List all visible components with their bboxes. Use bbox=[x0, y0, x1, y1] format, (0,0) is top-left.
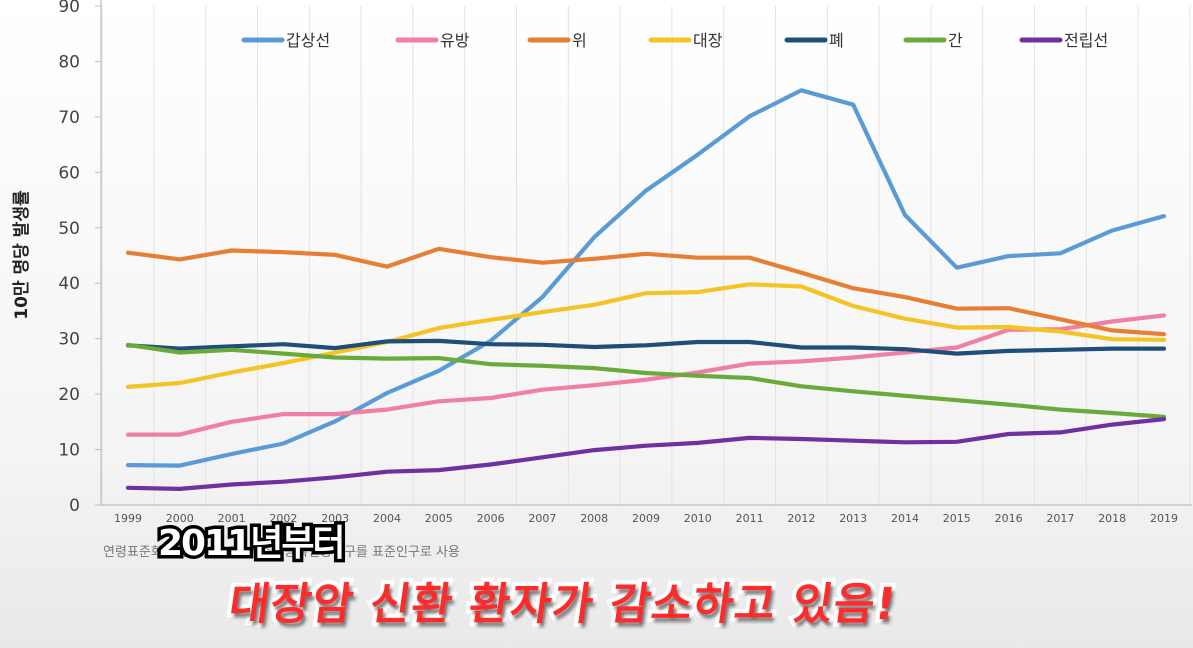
y-tick-label: 20 bbox=[58, 385, 80, 405]
chart-footnote: 연령표준화 발생률, 2000년 주민등록연앙인구를 표준인구로 사용 bbox=[103, 545, 460, 560]
x-tick-label: 2012 bbox=[787, 512, 815, 525]
y-axis-label: 10만 명당 발생률 bbox=[12, 190, 32, 320]
x-tick-labels: 1999 2000 2001 2002 2003 2004 2005 2006 2007 2008… bbox=[114, 512, 1178, 525]
chart-axes bbox=[100, 0, 1192, 506]
x-tick-label: 2015 bbox=[943, 512, 971, 525]
y-tick-label: 90 bbox=[58, 0, 80, 17]
x-tick-label: 2002 bbox=[269, 512, 297, 525]
y-tick-label: 10 bbox=[58, 441, 80, 461]
series-lines bbox=[125, 88, 1167, 491]
series-line-위 bbox=[125, 246, 1167, 337]
series-line-유방 bbox=[125, 313, 1167, 437]
y-tick-labels: 0 10 20 30 40 50 60 70 80 90 bbox=[58, 0, 101, 516]
x-tick-label: 2007 bbox=[528, 512, 556, 525]
series-line-갑상선 bbox=[125, 88, 1167, 468]
x-tick-label: 2011 bbox=[736, 512, 764, 525]
x-tick-label: 1999 bbox=[114, 512, 142, 525]
y-tick-label: 0 bbox=[69, 496, 80, 516]
series-line-대장 bbox=[125, 282, 1167, 389]
x-tick-label: 2008 bbox=[580, 512, 608, 525]
x-tick-label: 2019 bbox=[1150, 512, 1178, 525]
x-tick-label: 2003 bbox=[321, 512, 349, 525]
y-tick-label: 80 bbox=[58, 52, 80, 72]
series-line-전립선 bbox=[125, 417, 1167, 491]
legend-label: 위 bbox=[572, 31, 587, 50]
caption-line-1: 2011년부터 bbox=[155, 520, 350, 568]
x-tick-label: 2016 bbox=[995, 512, 1023, 525]
legend-label: 폐 bbox=[829, 31, 844, 50]
x-tick-label: 2017 bbox=[1046, 512, 1074, 525]
x-tick-label: 2004 bbox=[373, 512, 401, 525]
series-line-간 bbox=[125, 342, 1167, 419]
series-line-폐 bbox=[125, 338, 1167, 356]
x-tick-label: 2005 bbox=[425, 512, 453, 525]
x-tick-label: 2009 bbox=[632, 512, 660, 525]
legend-label: 유방 bbox=[440, 31, 470, 50]
y-tick-label: 70 bbox=[58, 108, 80, 128]
x-tick-label: 2001 bbox=[218, 512, 246, 525]
x-tick-label: 2014 bbox=[891, 512, 919, 525]
chart-grid bbox=[101, 6, 1191, 505]
chart-legend: 갑상선 유방 위 대장 폐 간 전립선 bbox=[241, 31, 1108, 50]
caption-line-2: 대장암 신환 환자가 감소하고 있음! bbox=[222, 575, 904, 634]
x-tick-label: 2013 bbox=[839, 512, 867, 525]
y-tick-label: 60 bbox=[58, 163, 80, 183]
y-tick-label: 50 bbox=[58, 219, 80, 239]
x-tick-label: 2018 bbox=[1098, 512, 1126, 525]
y-tick-label: 40 bbox=[58, 274, 80, 294]
x-tick-label: 2000 bbox=[166, 512, 194, 525]
x-tick-label: 2006 bbox=[477, 512, 505, 525]
legend-label: 갑상선 bbox=[286, 31, 330, 50]
legend-label: 대장 bbox=[693, 31, 723, 50]
x-tick-label: 2010 bbox=[684, 512, 712, 525]
legend-label: 전립선 bbox=[1064, 31, 1108, 50]
y-tick-label: 30 bbox=[58, 330, 80, 350]
legend-label: 간 bbox=[948, 31, 963, 50]
